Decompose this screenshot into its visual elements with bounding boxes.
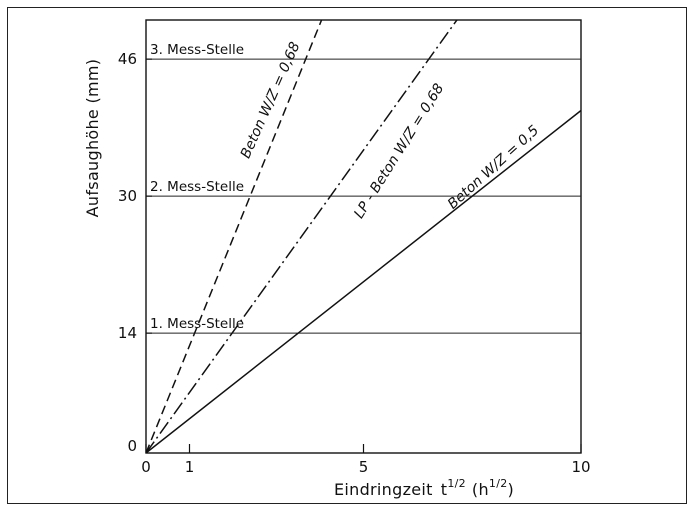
- y-tick-label-0: 0: [127, 437, 137, 455]
- reference-label-2: 2. Mess-Stelle: [150, 179, 244, 195]
- x-tick-label-0: 0: [141, 458, 151, 476]
- reference-label-1: 1. Mess-Stelle: [150, 316, 244, 332]
- series-label-1: Beton W/Z = 0,68: [238, 40, 304, 161]
- x-axis-title-text: Eindringzeit: [334, 480, 433, 499]
- x-tick-label-5: 5: [359, 458, 369, 476]
- y-axis-title: Aufsaughöhe (mm): [83, 59, 102, 218]
- plot-area: [145, 19, 582, 454]
- x-tick-label-10: 10: [571, 458, 590, 476]
- x-axis-title: Eindringzeit t1/2 (h1/2): [334, 477, 514, 499]
- series-line-2: [146, 20, 458, 453]
- y-tick-label-14: 14: [118, 324, 137, 342]
- y-tick-label-46: 46: [118, 50, 137, 68]
- x-axis-title-unit-exp: 1/2: [489, 477, 508, 490]
- chart-frame: [7, 7, 687, 504]
- x-axis-title-unit-open: (h: [472, 480, 489, 499]
- y-tick-label-30: 30: [118, 187, 137, 205]
- x-axis-title-exp: 1/2: [447, 477, 466, 490]
- series-label-3: Beton W/Z = 0,5: [445, 122, 542, 212]
- series-label-2: LP - Beton W/Z = 0,68: [351, 81, 447, 222]
- reference-label-3: 3. Mess-Stelle: [150, 42, 244, 58]
- series-line-1: [146, 20, 323, 453]
- x-tick-label-1: 1: [185, 458, 195, 476]
- series-line-3: [146, 109, 581, 453]
- x-axis-title-unit-close: ): [508, 480, 515, 499]
- x-axis-title-symbol: t: [441, 480, 448, 499]
